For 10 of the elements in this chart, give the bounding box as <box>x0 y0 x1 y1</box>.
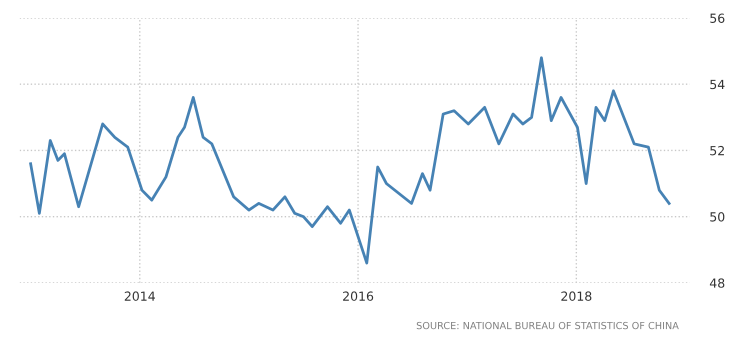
y-tick-label: 56 <box>710 13 724 23</box>
source-note: SOURCE: NATIONAL BUREAU OF STATISTICS OF CHINA <box>416 322 679 330</box>
x-tick-label: 2014 <box>124 291 155 301</box>
y-tick-label: 52 <box>710 146 724 156</box>
x-tick-label: 2018 <box>561 291 592 301</box>
y-tick-label: 54 <box>710 80 724 90</box>
line-series <box>29 56 671 264</box>
x-tick-label: 2016 <box>343 291 374 301</box>
y-tick-label: 48 <box>710 278 724 288</box>
y-tick-label: 50 <box>710 212 724 222</box>
